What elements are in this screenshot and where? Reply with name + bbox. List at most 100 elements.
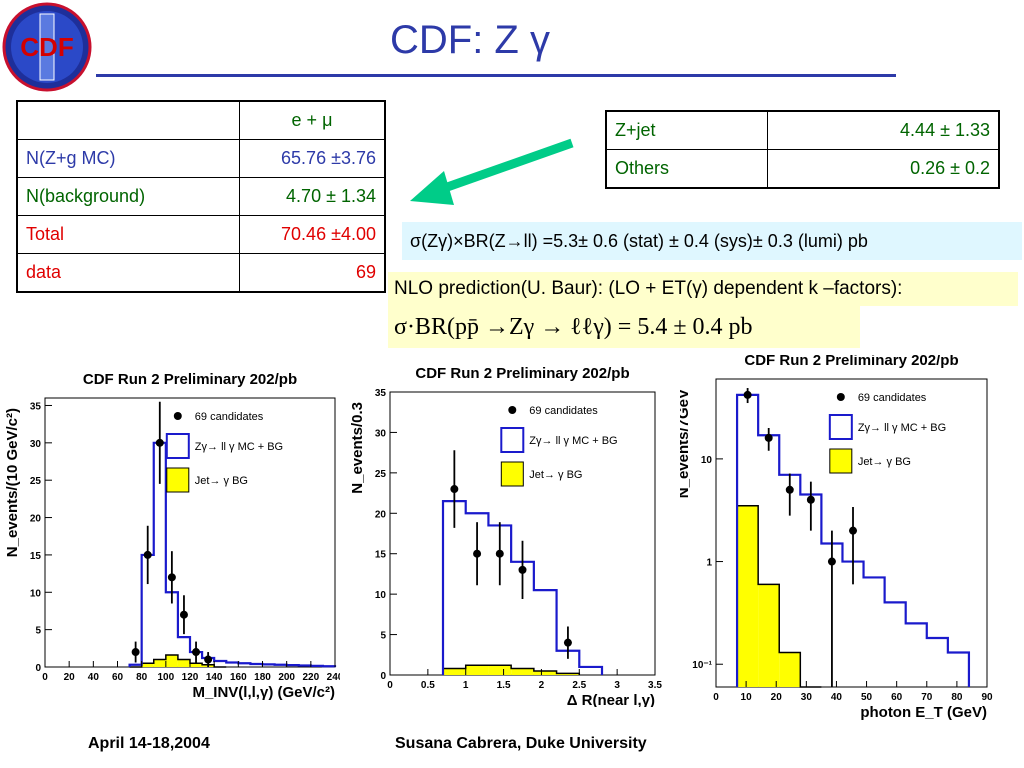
- y-tick-label: 15: [30, 551, 42, 562]
- table-header-cell: e + μ: [239, 100, 386, 140]
- bg-bar: [165, 655, 178, 667]
- x-tick-label: 10: [741, 692, 753, 703]
- bg-bar: [190, 663, 203, 667]
- footer-date: April 14-18,2004: [88, 735, 210, 752]
- x-tick-label: 60: [891, 692, 903, 703]
- data-point: [143, 550, 152, 559]
- bg-bar: [488, 665, 512, 675]
- row-label: N(background): [16, 177, 240, 216]
- row-value: 0.26 ± 0.2: [767, 149, 1000, 189]
- bg-bar: [511, 668, 534, 675]
- x-axis-label: Δ R(near l,γ): [567, 692, 655, 707]
- legend-bg-label: Jet→ γ BG: [858, 456, 911, 468]
- x-tick-label: 1: [463, 680, 469, 691]
- chart-minv: CDF Run 2 Preliminary 202/pb0 20 40 60 80 100…: [4, 371, 340, 701]
- x-tick-label: 20: [771, 692, 783, 703]
- x-tick-label: 0: [42, 672, 48, 683]
- row-label: Z+jet: [605, 110, 768, 150]
- x-axis-label: M_INV(l,l,γ) (GeV/c²): [192, 684, 335, 701]
- legend-mc-swatch: [500, 427, 525, 453]
- x-tick-label: 140: [206, 672, 223, 683]
- y-tick-label: 5: [35, 626, 41, 637]
- bg-bar: [556, 673, 580, 675]
- legend-data-label: 69 candidates: [195, 411, 264, 423]
- x-axis-label: photon E_T (GeV): [860, 704, 987, 720]
- y-tick-label: 10: [30, 588, 42, 599]
- data-point: [131, 648, 140, 657]
- chart-title: CDF Run 2 Preliminary 202/pb: [83, 371, 297, 388]
- row-value: 70.46 ±4.00: [239, 215, 386, 254]
- x-tick-label: 80: [951, 692, 963, 703]
- y-tick-label: 15: [375, 550, 387, 561]
- data-point: [518, 565, 527, 574]
- y-tick-label: 10⁻¹: [692, 660, 712, 671]
- data-point: [179, 610, 188, 619]
- title-divider: [96, 74, 896, 77]
- chart-title: CDF Run 2 Preliminary 202/pb: [415, 365, 629, 382]
- data-point: [563, 638, 572, 647]
- x-tick-label: 30: [801, 692, 813, 703]
- mc-series-line: [128, 441, 337, 668]
- y-axis-label: N_events/0.3: [349, 402, 366, 494]
- data-point: [473, 549, 482, 558]
- y-tick-label: 35: [375, 388, 387, 399]
- legend-data-label: 69 candidates: [529, 405, 598, 417]
- y-tick-label: 30: [30, 439, 42, 450]
- legend-bg-label: Jet→ γ BG: [195, 475, 248, 487]
- x-tick-label: 90: [981, 692, 993, 703]
- x-tick-label: 1.5: [497, 680, 511, 691]
- x-tick-label: 3: [614, 680, 620, 691]
- table-row: Others 0.26 ± 0.2: [605, 149, 1000, 189]
- legend-data-marker: [508, 406, 517, 414]
- data-point: [204, 655, 213, 664]
- arrow-icon: [410, 138, 574, 205]
- x-tick-label: 200: [278, 672, 295, 683]
- x-tick-label: 0.5: [421, 680, 435, 691]
- y-tick-label: 35: [30, 401, 42, 412]
- x-tick-label: 240: [327, 672, 340, 683]
- legend-mc-swatch: [165, 433, 190, 459]
- data-point: [495, 549, 504, 558]
- x-tick-label: 0: [387, 680, 393, 691]
- legend-mc-label: Zγ→ ll γ MC + BG: [858, 422, 946, 434]
- table-row: data 69: [16, 253, 386, 293]
- row-label: data: [16, 253, 240, 293]
- cdf-logo: CDF: [2, 2, 92, 92]
- nlo-prediction-text: NLO prediction(U. Baur): (LO + ET(γ) dep…: [388, 272, 1018, 306]
- data-point: [806, 495, 815, 504]
- y-axis-label: N_events/(10 GeV/c²): [4, 408, 21, 557]
- table-row: N(background) 4.70 ± 1.34: [16, 177, 386, 216]
- legend-mc-label: Zγ→ ll γ MC + BG: [529, 435, 617, 447]
- y-tick-label: 5: [380, 631, 386, 642]
- events-table: e + μ N(Z+g MC) 65.76 ±3.76 N(background…: [16, 100, 386, 293]
- row-label: Others: [605, 149, 768, 189]
- y-axis-label: N_events/7GeV: [680, 389, 692, 498]
- data-point: [192, 648, 201, 657]
- legend-data-marker: [173, 412, 182, 420]
- bg-bar: [443, 668, 466, 675]
- x-tick-label: 220: [302, 672, 319, 683]
- chart-title: CDF Run 2 Preliminary 202/pb: [744, 355, 958, 369]
- x-tick-label: 160: [230, 672, 247, 683]
- y-tick-label: 10: [375, 590, 387, 601]
- bg-bar: [141, 663, 154, 667]
- x-tick-label: 2.5: [572, 680, 586, 691]
- y-tick-label: 0: [35, 663, 41, 674]
- row-value: 4.44 ± 1.33: [767, 110, 1000, 150]
- row-value: 4.70 ± 1.34: [239, 177, 386, 216]
- data-point: [167, 573, 176, 582]
- data-point: [785, 485, 794, 494]
- x-tick-label: 50: [861, 692, 873, 703]
- data-point: [743, 390, 752, 399]
- plot-frame: [715, 378, 988, 688]
- chart-photon-et: CDF Run 2 Preliminary 202/pb 0 10 20 30 40 50 6…: [680, 355, 993, 720]
- row-label: Total: [16, 215, 240, 254]
- y-tick-label: 25: [375, 469, 387, 480]
- legend-bg-swatch: [829, 448, 853, 474]
- background-table: Z+jet 4.44 ± 1.33 Others 0.26 ± 0.2: [605, 110, 1000, 189]
- y-tick-label: 20: [30, 514, 42, 525]
- x-tick-label: 70: [921, 692, 933, 703]
- plot-frame: [44, 397, 336, 668]
- x-tick-label: 3.5: [648, 680, 662, 691]
- data-point: [827, 557, 836, 566]
